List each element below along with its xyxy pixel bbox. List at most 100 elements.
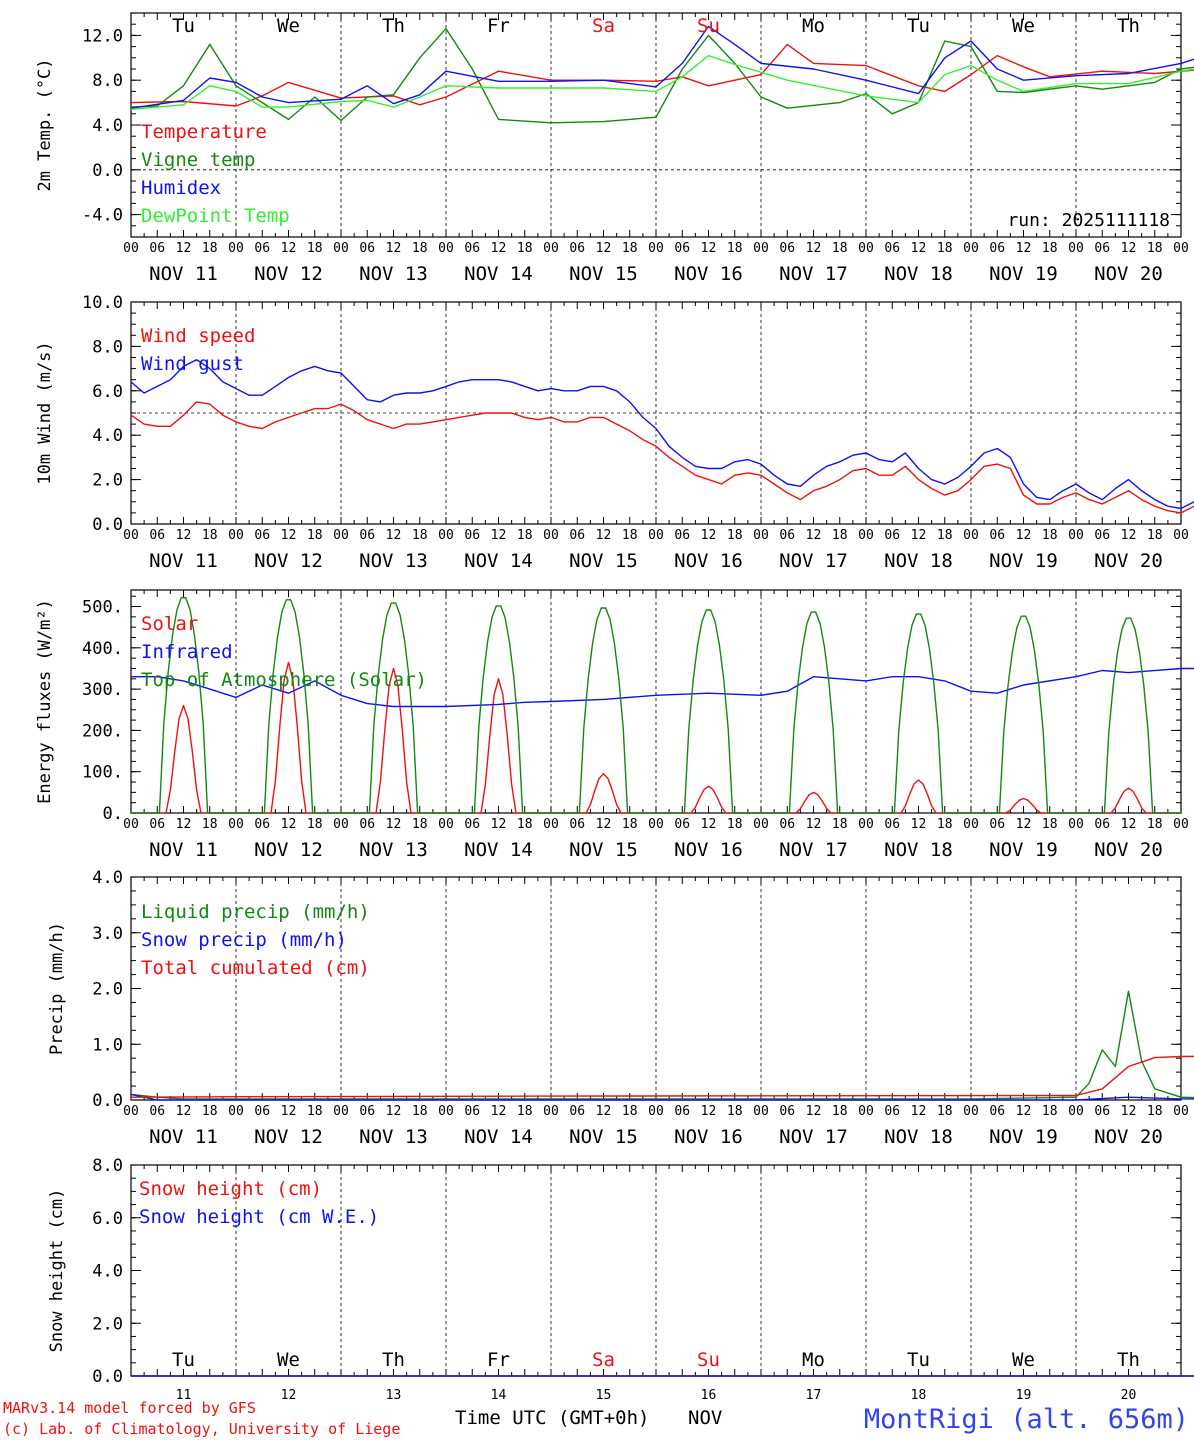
date-label: NOV 13 [359,1126,428,1148]
hour-tick-label: 12 [911,241,927,256]
hour-tick-label: 06 [254,528,270,543]
footer: Time UTC (GMT+0h) NOV MARv3.14 model for… [3,1399,1189,1438]
plot-frame [130,589,1182,814]
hour-tick-label: 18 [937,817,953,832]
weekday-label: Su [697,1349,720,1371]
hour-tick-label: 00 [753,241,769,256]
hour-tick-label: 06 [1094,817,1110,832]
y-tick-label: 12.0 [82,26,123,46]
date-label: NOV 20 [1094,550,1163,572]
y-tick-label: 8.0 [92,71,123,91]
hour-tick-label: 12 [701,817,717,832]
hour-tick-label: 00 [648,241,664,256]
weekday-label: Sa [592,1349,615,1371]
hour-tick-label: 06 [989,1104,1005,1119]
hour-tick-label: 18 [1147,528,1163,543]
hour-tick-label: 18 [307,528,323,543]
hour-tick-label: 00 [123,528,139,543]
date-label: NOV 19 [989,1126,1058,1148]
hour-tick-label: 18 [1042,241,1058,256]
date-label: NOV 12 [254,1126,323,1148]
hour-tick-label: 00 [1173,817,1189,832]
series-line-infrared [131,667,1194,708]
hour-tick-label: 06 [569,528,585,543]
y-tick-label: 8.0 [92,337,123,357]
date-label: NOV 12 [254,839,323,861]
hour-tick-label: 12 [176,528,192,543]
hour-tick-label: 18 [727,1104,743,1119]
hour-tick-label: 18 [1042,1104,1058,1119]
y-tick-label: 2.0 [92,471,123,491]
hour-tick-label: 00 [543,1104,559,1119]
hour-tick-label: 12 [911,817,927,832]
date-label: NOV 13 [359,263,428,285]
hour-tick-label: 18 [937,1104,953,1119]
hour-tick-label: 00 [1068,241,1084,256]
hour-tick-label: 00 [648,528,664,543]
hour-tick-label: 00 [963,528,979,543]
day-number-label: 11 [176,1388,192,1403]
y-tick-label: 400. [82,639,123,659]
date-label: NOV 18 [884,263,953,285]
hour-tick-label: 00 [228,817,244,832]
date-label: NOV 11 [149,263,218,285]
hour-tick-label: 06 [464,1104,480,1119]
weekday-label: Th [1117,15,1140,37]
hour-tick-label: 06 [1094,1104,1110,1119]
legend-entry: Wind speed [141,325,255,347]
date-label: NOV 20 [1094,263,1163,285]
hour-tick-label: 18 [832,817,848,832]
hour-tick-label: 00 [648,817,664,832]
month-label: NOV [688,1407,722,1429]
hour-tick-label: 00 [543,528,559,543]
hour-tick-label: 00 [963,1104,979,1119]
hour-tick-label: 06 [464,817,480,832]
panel-temp: -4.0 0.0 4.0 8.0 12.0 2m Temp. (°C) Temperatur… [35,12,1194,285]
hour-tick-label: 06 [149,1104,165,1119]
hour-tick-label: 12 [1121,817,1137,832]
hour-tick-label: 06 [1094,528,1110,543]
date-label: NOV 16 [674,550,743,572]
hour-tick-label: 06 [569,1104,585,1119]
weekday-label: Fr [487,15,510,37]
hour-tick-label: 00 [438,817,454,832]
hour-tick-label: 06 [884,1104,900,1119]
y-tick-label: 300. [82,680,123,700]
hour-tick-label: 06 [359,528,375,543]
y-axis-label: 2m Temp. (°C) [35,58,55,191]
legend-entry: Humidex [141,177,221,199]
hour-tick-label: 12 [386,817,402,832]
weekday-label: Tu [172,1349,195,1371]
series-line-temperature [130,43,1194,107]
weekday-label: Tu [907,1349,930,1371]
hour-tick-label: 06 [569,241,585,256]
hour-tick-label: 00 [123,241,139,256]
date-label: NOV 17 [779,839,848,861]
hour-tick-label: 12 [1121,1104,1137,1119]
hour-tick-label: 12 [806,817,822,832]
weekday-label: Sa [592,15,615,37]
date-label: NOV 18 [884,550,953,572]
hour-tick-label: 12 [491,1104,507,1119]
hour-tick-label: 06 [779,241,795,256]
hour-tick-label: 06 [989,241,1005,256]
hour-tick-label: 06 [254,817,270,832]
hour-tick-label: 18 [832,1104,848,1119]
date-label: NOV 18 [884,1126,953,1148]
hour-tick-label: 00 [543,241,559,256]
y-tick-label: 4.0 [92,116,123,136]
hour-tick-label: 18 [307,1104,323,1119]
legend-entry: DewPoint Temp [141,205,290,227]
y-tick-label: 1.0 [92,1035,123,1055]
weekday-label: Fr [487,1349,510,1371]
hour-tick-label: 12 [1016,817,1032,832]
hour-tick-label: 00 [753,817,769,832]
y-tick-label: 4.0 [92,426,123,446]
hour-tick-label: 06 [359,817,375,832]
series-line-humidex [130,25,1194,109]
date-label: NOV 19 [989,550,1058,572]
hour-tick-label: 00 [963,241,979,256]
hour-tick-label: 12 [1016,528,1032,543]
legend-entry: Snow precip (mm/h) [141,929,347,951]
hour-tick-label: 06 [884,817,900,832]
